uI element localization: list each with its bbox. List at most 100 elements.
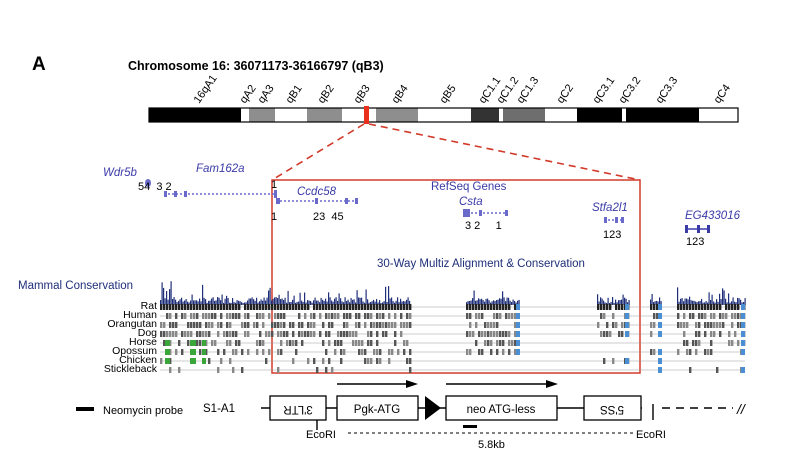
alignment-block	[316, 304, 319, 310]
alignment-block	[163, 331, 166, 337]
exon-block	[615, 217, 618, 223]
conservation-bar	[286, 302, 288, 305]
alignment-block	[689, 304, 692, 310]
alignment-block	[361, 304, 364, 310]
conservation-bar	[343, 302, 345, 305]
alignment-block	[484, 304, 487, 310]
conservation-bar	[320, 297, 322, 305]
alignment-block	[298, 331, 301, 337]
alignment-block	[499, 313, 502, 319]
conservation-bar	[265, 300, 267, 305]
alignment-block	[346, 331, 349, 337]
alignment-block	[481, 349, 484, 355]
alignment-block	[493, 313, 496, 319]
species-label: Human	[123, 309, 157, 321]
alignment-block	[217, 322, 220, 328]
alignment-block	[469, 322, 472, 328]
ideogram-outline	[148, 107, 739, 123]
conservation-bar	[332, 301, 334, 305]
alignment-block	[496, 322, 499, 328]
alignment-block	[322, 340, 325, 346]
alignment-highlight	[625, 313, 629, 319]
conservation-bar	[713, 301, 715, 305]
conservation-bar	[598, 301, 600, 305]
alignment-block	[409, 322, 412, 328]
pgk-arrow-head	[406, 380, 418, 388]
band-label: 16qA1	[192, 73, 220, 106]
conservation-bar	[653, 301, 655, 305]
alignment-block	[292, 322, 295, 328]
alignment-block	[226, 322, 229, 328]
conservation-bar	[656, 300, 658, 305]
alignment-block	[704, 349, 707, 355]
conservation-bar	[382, 302, 384, 305]
alignment-block	[319, 313, 322, 319]
alignment-block	[677, 322, 680, 328]
alignment-block	[256, 349, 259, 355]
alignment-block	[370, 322, 373, 328]
band-qC3.2	[622, 108, 626, 122]
alignment-block	[689, 367, 692, 373]
alignment-block	[292, 358, 295, 364]
conservation-bar	[505, 301, 507, 305]
alignment-block	[400, 313, 403, 319]
alignment-block	[352, 340, 355, 346]
alignment-highlight	[741, 322, 745, 328]
conservation-bar	[239, 301, 241, 305]
conservation-bar	[660, 301, 662, 305]
alignment-block	[704, 313, 707, 319]
conservation-bar	[325, 298, 327, 305]
alignment-block	[325, 304, 328, 310]
conservation-bar	[717, 301, 719, 305]
conservation-bar	[224, 298, 226, 305]
alignment-block	[731, 340, 734, 346]
alignment-block	[364, 322, 367, 328]
alignment-block	[716, 322, 719, 328]
alignment-block	[247, 331, 250, 337]
alignment-block	[710, 331, 713, 337]
alignment-block	[286, 340, 289, 346]
alignment-block	[704, 331, 707, 337]
band-qA3	[249, 108, 275, 122]
band-label: qC4	[712, 82, 733, 105]
conservation-bar	[628, 299, 630, 305]
alignment-block	[301, 340, 304, 346]
alignment-block	[481, 313, 484, 319]
alignment-block	[220, 322, 223, 328]
conservation-bar	[371, 301, 373, 305]
alignment-block	[169, 349, 172, 355]
alignment-block	[597, 322, 600, 328]
alignment-highlight	[625, 331, 629, 337]
alignment-block	[232, 304, 235, 310]
alignment-block	[406, 340, 409, 346]
alignment-block	[289, 304, 292, 310]
alignment-block	[346, 304, 349, 310]
alignment-block	[469, 304, 472, 310]
alignment-block	[719, 322, 722, 328]
conservation-bar	[160, 300, 162, 305]
conservation-bar	[335, 297, 337, 305]
alignment-block	[394, 322, 397, 328]
conservation-bar	[487, 298, 489, 305]
conservation-bar	[190, 300, 192, 305]
alignment-block	[469, 349, 472, 355]
alignment-block	[505, 304, 508, 310]
conservation-bar	[684, 298, 686, 305]
band-label: qA3	[256, 83, 277, 106]
conservation-bar	[716, 299, 718, 305]
alignment-block	[313, 313, 316, 319]
alignment-block	[217, 349, 220, 355]
alignment-block	[292, 340, 295, 346]
alignment-block	[280, 322, 283, 328]
band-qB2	[307, 108, 342, 122]
conservation-bar	[299, 292, 301, 305]
alignment-block	[403, 304, 406, 310]
conservation-bar	[197, 301, 199, 305]
conservation-bar	[244, 302, 246, 305]
alignment-block	[208, 358, 211, 364]
conservation-bar	[616, 302, 618, 305]
species-label: Horse	[129, 336, 157, 348]
alignment-block	[334, 304, 337, 310]
species-label: Stickleback	[104, 363, 158, 375]
alignment-block	[502, 304, 505, 310]
